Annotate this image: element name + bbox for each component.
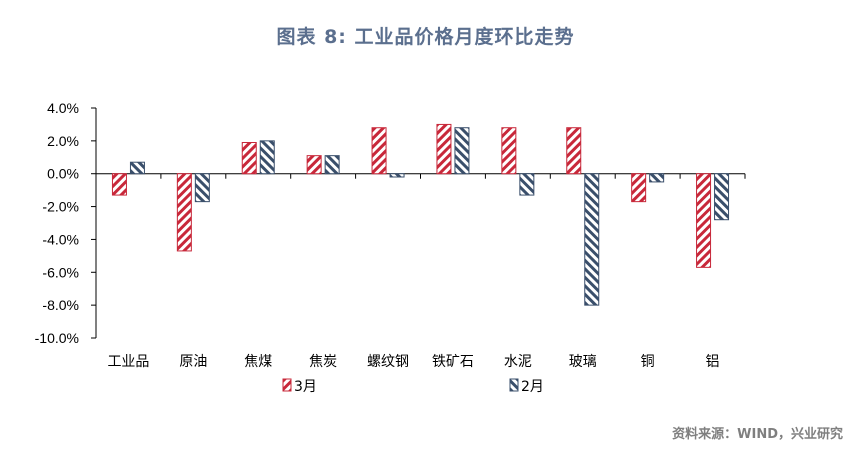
y-tick-label: 4.0% xyxy=(47,100,79,116)
bar-feb xyxy=(324,155,340,175)
bar-feb xyxy=(584,173,600,306)
bar-feb xyxy=(714,173,730,221)
x-category-label: 铁矿石 xyxy=(432,354,474,370)
y-tick-label: -8.0% xyxy=(42,297,79,313)
legend-label: 2月 xyxy=(521,379,544,395)
bar-feb xyxy=(259,140,275,175)
bar-feb xyxy=(649,173,665,183)
bar-march xyxy=(371,127,387,175)
legend-swatch xyxy=(509,378,519,392)
x-category-label: 工业品 xyxy=(107,354,149,370)
x-category-label: 铜 xyxy=(641,354,655,370)
y-tick-label: 0.0% xyxy=(47,166,79,182)
bar-feb xyxy=(129,161,145,175)
bar-feb xyxy=(194,173,210,203)
bar-march xyxy=(111,173,127,196)
plot-area: 4.0% 2.0% 0.0% -2.0% -4.0% -6.0% -8.0% -10.0% 工业… xyxy=(35,100,746,370)
legend-swatch xyxy=(282,378,292,392)
y-tick-label: -10.0% xyxy=(35,330,79,346)
bar-march xyxy=(176,173,192,252)
x-category-label: 焦炭 xyxy=(309,354,337,370)
y-tick-label: -6.0% xyxy=(42,264,79,280)
legend: 3月 2月 xyxy=(282,378,544,395)
bar-march xyxy=(436,123,452,175)
x-category-label: 螺纹钢 xyxy=(367,354,409,370)
bar-march xyxy=(631,173,647,203)
x-category-label: 水泥 xyxy=(504,354,532,370)
bar-march xyxy=(306,155,322,175)
bar-march xyxy=(501,127,517,175)
bar-march xyxy=(566,127,582,175)
y-tick-label: -2.0% xyxy=(42,199,79,215)
bar-feb xyxy=(389,173,405,178)
bar-feb xyxy=(454,127,470,175)
x-category-label: 玻璃 xyxy=(569,353,597,370)
x-category-label: 原油 xyxy=(179,354,207,370)
y-tick-label: -4.0% xyxy=(42,231,79,247)
bar-march xyxy=(696,173,712,268)
bar-feb xyxy=(519,173,535,196)
x-category-label: 焦煤 xyxy=(244,354,272,370)
y-tick-label: 2.0% xyxy=(47,133,79,149)
legend-label: 3月 xyxy=(294,379,317,395)
x-category-label: 铝 xyxy=(706,354,720,370)
bar-march xyxy=(241,142,257,175)
chart-title: 图表 8: 工业品价格月度环比走势 xyxy=(276,26,575,48)
source-note: 资料来源：WIND，兴业研究 xyxy=(672,427,843,442)
